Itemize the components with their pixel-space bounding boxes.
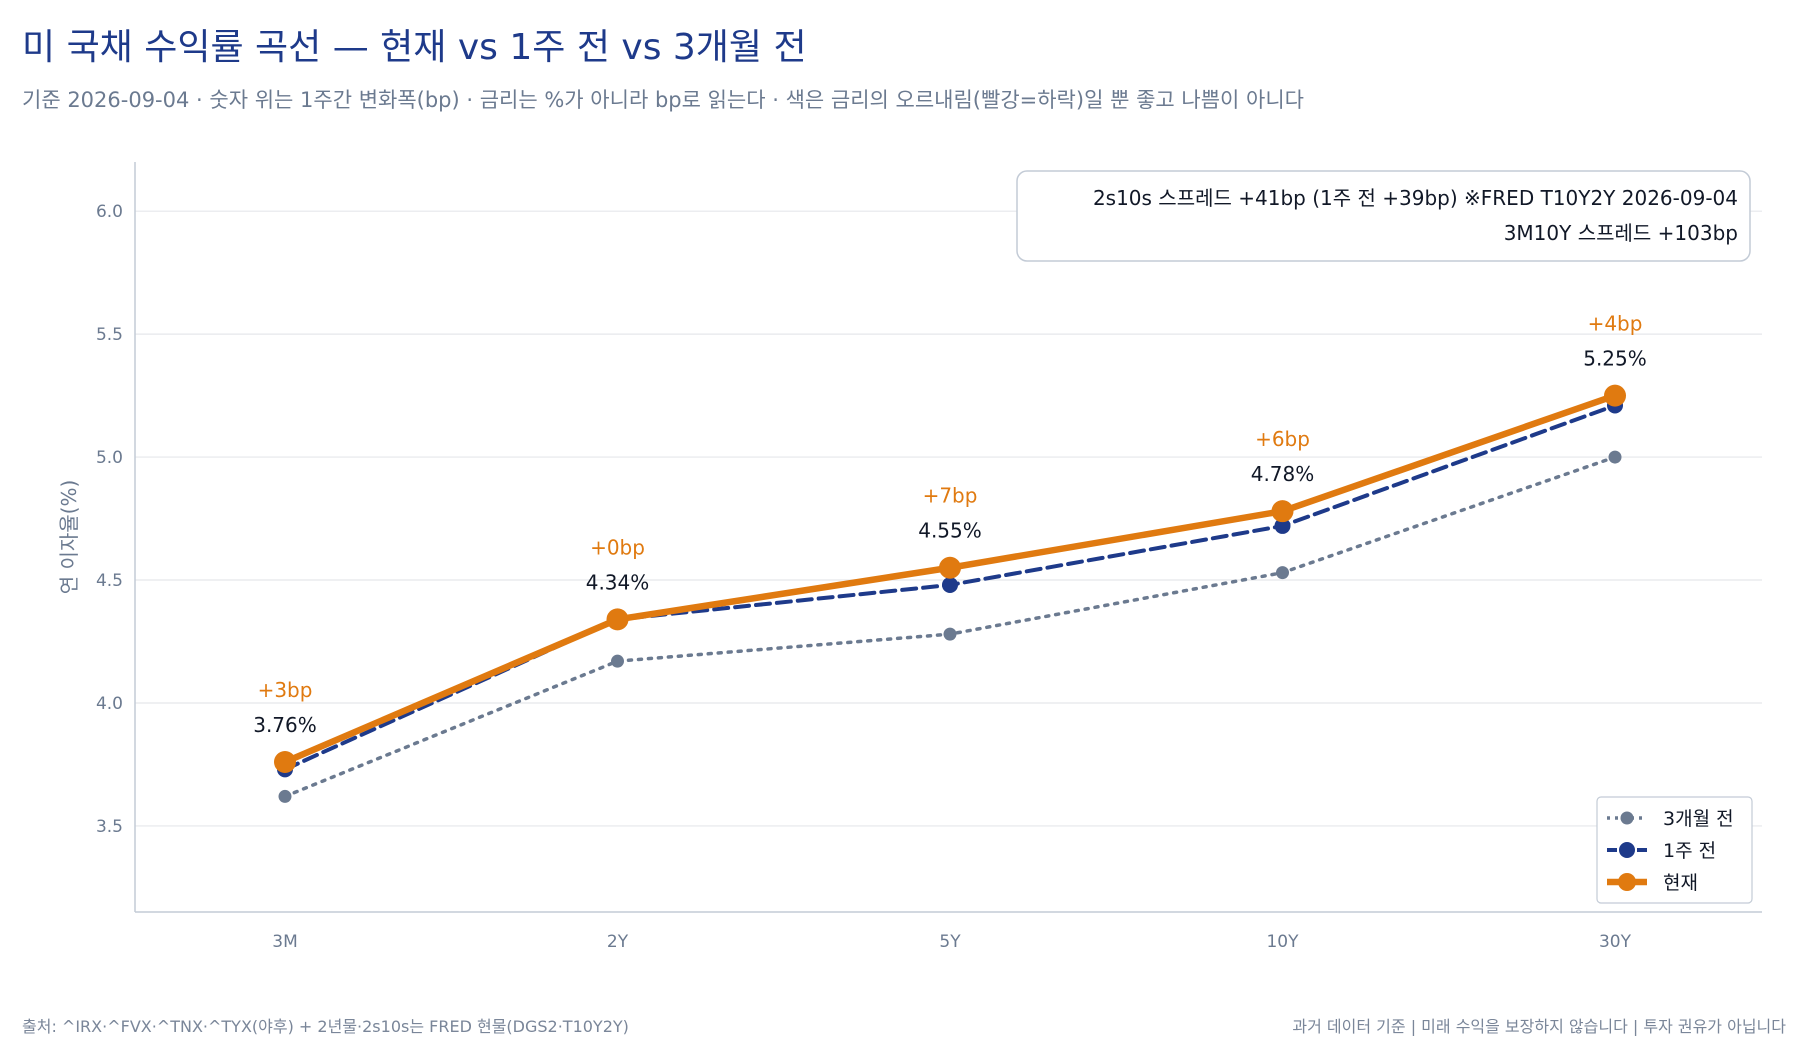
legend-label-week-ago: 1주 전 <box>1663 840 1716 862</box>
change-label: +6bp <box>1255 427 1310 451</box>
legend-marker-current <box>1618 873 1636 891</box>
y-tick-label: 4.0 <box>96 694 123 714</box>
value-label: 3.76% <box>253 713 317 737</box>
x-tick-label: 3M <box>272 932 297 952</box>
data-point-current <box>1271 500 1294 523</box>
annotation-line-3m10y: 3M10Y 스프레드 +103bp <box>1504 221 1738 245</box>
data-point-three-months-ago <box>1276 566 1289 580</box>
data-point-week-ago <box>1274 517 1291 534</box>
chart-title: 미 국채 수익률 곡선 — 현재 vs 1주 전 vs 3개월 전 <box>22 27 807 68</box>
legend-frame <box>1596 796 1753 904</box>
change-label: +7bp <box>923 484 978 508</box>
x-tick-label: 10Y <box>1266 932 1299 952</box>
data-point-week-ago <box>942 576 958 593</box>
source-note: 출처: ^IRX·^FVX·^TNX·^TYX(야후) + 2년물·2s10s는… <box>22 1017 629 1036</box>
disclaimer-note: 과거 데이터 기준 | 미래 수익을 보장하지 않습니다 | 투자 권유가 아닙… <box>1292 1017 1786 1036</box>
label-layer: 3.76% +3bp 4.34% +0bp 4.55% +7bp 4.78% +6bp 5.25… <box>253 312 1647 737</box>
change-label: +4bp <box>1588 312 1643 336</box>
legend-marker-three-months-ago <box>1620 811 1634 825</box>
y-axis-title: 연 이자율(%) <box>57 480 81 595</box>
axis-layer: 연 이자율(%) 3M 2Y 5Y 10Y 30Y <box>57 162 1762 952</box>
change-label: +3bp <box>258 678 313 702</box>
spread-annotation: 2s10s 스프레드 +41bp (1주 전 +39bp) ※FRED T10Y… <box>1016 170 1751 262</box>
x-tick-label: 5Y <box>939 932 961 952</box>
value-label: 4.78% <box>1251 462 1315 486</box>
series-layer <box>274 384 1626 803</box>
y-tick-label: 4.5 <box>96 571 123 591</box>
x-tick-label: 30Y <box>1599 932 1632 952</box>
legend-label-current: 현재 <box>1663 872 1698 894</box>
y-tick-label: 5.5 <box>96 325 123 345</box>
y-tick-label: 5.0 <box>96 448 123 468</box>
value-label: 5.25% <box>1583 347 1647 371</box>
data-point-current <box>274 751 296 773</box>
change-label: +0bp <box>590 535 645 559</box>
data-point-three-months-ago <box>278 789 292 803</box>
data-point-three-months-ago <box>943 627 957 641</box>
data-point-three-months-ago <box>611 654 624 668</box>
series-line-three-months-ago <box>283 455 1617 799</box>
x-tick-label: 2Y <box>607 932 629 952</box>
value-label: 4.34% <box>586 570 650 594</box>
annotation-box-frame <box>1016 170 1751 262</box>
chart-subtitle: 기준 2026-09-04 · 숫자 위는 1주간 변화폭(bp) · 금리는 … <box>22 88 1304 112</box>
data-point-current <box>606 608 629 631</box>
legend-label-three-months-ago: 3개월 전 <box>1663 808 1734 830</box>
value-label: 4.55% <box>918 519 982 543</box>
annotation-line-2s10s: 2s10s 스프레드 +41bp (1주 전 +39bp) ※FRED T10Y… <box>1093 186 1738 210</box>
legend-marker-week-ago <box>1619 842 1635 858</box>
data-point-three-months-ago <box>1608 450 1622 464</box>
y-tick-label: 6.0 <box>96 202 123 222</box>
data-point-current <box>939 556 961 579</box>
legend: 3개월 전 1주 전현재 <box>1596 796 1753 904</box>
data-point-current <box>1604 384 1626 407</box>
y-tick-label: 3.5 <box>96 817 123 837</box>
